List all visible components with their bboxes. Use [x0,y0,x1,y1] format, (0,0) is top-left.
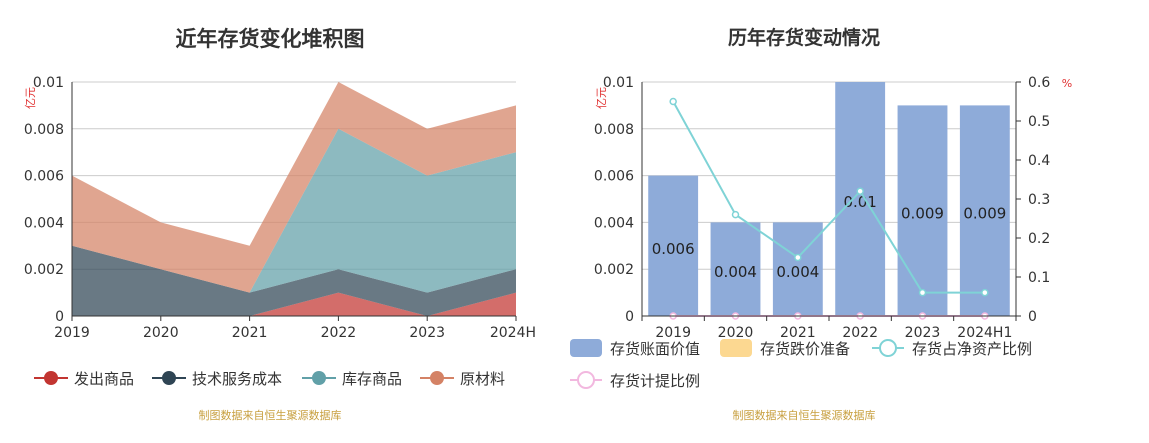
right-legend-marker [577,371,595,389]
right-y2-tick-label: 0 [1028,309,1037,325]
right-legend-swatch [570,339,602,357]
right-line-point [669,97,677,106]
right-y-tick-label: 0.004 [594,215,634,231]
right-chart-title: 历年存货变动情况 [728,26,880,49]
left-legend-label: 库存商品 [342,370,402,388]
left-x-tick-label: 2024H [490,325,536,341]
right-bar-label: 0.006 [652,240,695,258]
bar-line-chart: 历年存货变动情况 亿元 % 0.006 0.004 0.004 0.01 0.009 0.… [570,26,1072,422]
right-legend-label: 存货占净资产比例 [912,340,1032,358]
left-y-tick-label: 0.006 [24,169,64,185]
right-y2-tick-label: 0.1 [1028,270,1050,286]
left-x-tick-label: 2020 [143,325,179,341]
left-y-tick-label: 0.004 [24,215,64,231]
left-x-tick-label: 2019 [54,325,90,341]
stacked-area-chart: 近年存货变化堆积图 亿元 0 0.002 0.004 0.006 0.008 0.01 20… [24,27,536,422]
right-bar-label: 0.009 [901,205,944,223]
left-area-1 [72,245,516,316]
left-source-note: 制图数据来自恒生聚源数据库 [199,408,342,422]
left-area-3 [72,82,516,293]
right-bar-label: 0.009 [963,205,1006,223]
right-y-tick-label: 0.006 [594,169,634,185]
left-y-tick-label: 0.008 [24,122,64,138]
right-bar-label: 0.004 [776,263,819,281]
right-y2-tick-label: 0.5 [1028,114,1050,130]
left-y-tick-label: 0.002 [24,262,64,278]
left-legend-marker [430,371,444,385]
right-line-point [731,210,740,219]
left-area-0 [72,292,516,316]
right-bar [648,175,699,316]
right-line-point [794,253,802,262]
right-legend-swatch [720,339,752,357]
right-grid [642,81,1016,270]
right-line-point [856,187,864,195]
right-x-tick-label: 2020 [718,325,754,341]
left-legend-marker [312,371,326,385]
right-y2-axis-label: % [1062,77,1072,90]
left-y-tick-label: 0.01 [33,75,64,91]
left-legend-marker [162,371,176,385]
left-y-axis-label: 亿元 [24,87,37,109]
right-y2-tick-label: 0.3 [1028,192,1050,208]
left-x-tick-label: 2022 [321,325,357,341]
right-y-tick-label: 0.002 [594,262,634,278]
right-x-tick-label: 2024H1 [957,325,1012,341]
left-legend-label: 原材料 [460,370,505,388]
left-area-2 [72,128,516,293]
right-source-note: 制图数据来自恒生聚源数据库 [733,408,876,422]
right-bar [772,222,823,316]
left-x-tick-label: 2021 [232,325,268,341]
right-legend-label: 存货跌价准备 [760,340,850,358]
left-legend-marker [44,371,58,385]
right-y-tick-label: 0.008 [594,122,634,138]
right-bar-label: 0.004 [714,263,757,281]
right-y-tick-label: 0.01 [603,75,634,91]
right-line-point [981,288,989,297]
right-legend-label: 存货计提比例 [610,372,700,390]
right-y2-tick-label: 0.2 [1028,231,1050,247]
left-chart-title: 近年存货变化堆积图 [176,27,365,51]
left-legend-label: 技术服务成本 [192,370,282,388]
right-legend-label: 存货账面价值 [610,340,700,358]
left-axes: 0 0.002 0.004 0.006 0.008 0.01 2019 2020 2021 202… [24,75,536,341]
right-x-tick-label: 2021 [780,325,816,341]
right-y-axis-label: 亿元 [595,87,608,109]
right-bar [959,105,1010,317]
right-x-tick-label: 2023 [905,325,941,341]
right-legend-marker [879,339,897,357]
right-x-tick-label: 2019 [655,325,691,341]
left-legend: 发出商品 技术服务成本 库存商品 原材料 [34,370,505,388]
left-x-tick-label: 2023 [409,325,445,341]
right-x-tick-label: 2022 [842,325,878,341]
left-legend-label: 发出商品 [74,370,134,388]
left-area-series [72,82,516,316]
right-y2-tick-label: 0.6 [1028,75,1050,91]
right-y2-tick-label: 0.4 [1028,153,1050,169]
right-y-tick-label: 0 [625,309,634,325]
left-y-tick-label: 0 [55,309,64,325]
right-bar [710,222,761,316]
right-line-0 [672,101,985,294]
right-line-point [918,288,927,297]
right-axes: 0 0.002 0.004 0.006 0.008 0.01 0 0.1 0.2 0.3 0.4 0.… [594,75,1050,341]
right-bar [897,105,948,317]
right-bar [835,82,886,316]
